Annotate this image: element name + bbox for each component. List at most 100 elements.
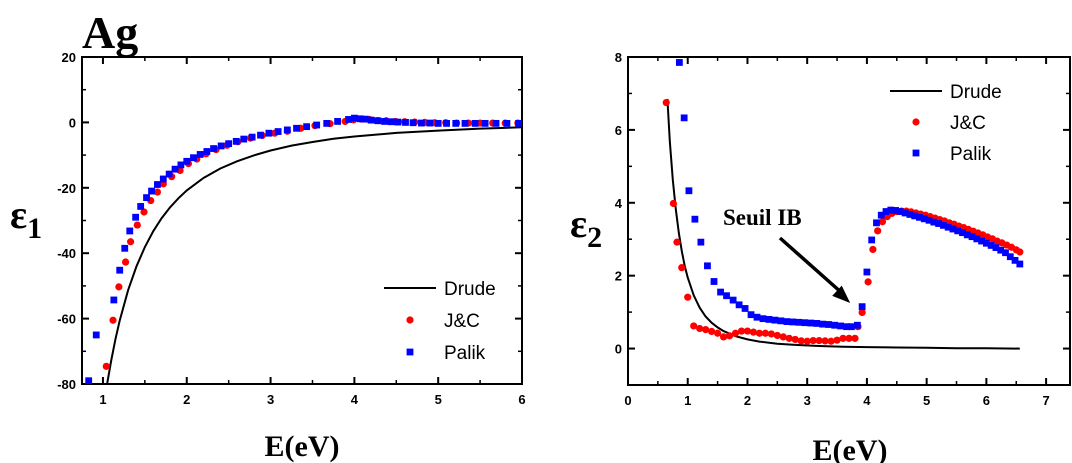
data-point (409, 119, 417, 127)
data-point (978, 237, 985, 245)
data-point (845, 334, 853, 342)
x-tick-label: 3 (804, 393, 811, 408)
data-point (381, 118, 388, 125)
data-point (361, 115, 369, 123)
data-point (887, 206, 895, 214)
data-point (874, 227, 882, 235)
data-point (680, 114, 688, 122)
data-point (115, 283, 123, 291)
data-point (959, 229, 966, 237)
annotation: Seuil IB (723, 205, 851, 303)
data-point (737, 327, 746, 335)
data-point (759, 315, 767, 323)
data-point (471, 119, 479, 127)
data-point (779, 333, 787, 341)
data-point (765, 316, 773, 323)
data-point (825, 321, 833, 328)
data-point (767, 330, 775, 338)
data-point (851, 334, 859, 342)
legend-circle-swatch (912, 118, 920, 126)
data-point (997, 246, 1005, 254)
data-point (858, 308, 866, 317)
data-point (402, 119, 409, 126)
data-point (143, 194, 150, 202)
y-axis-label-symbol: ε (10, 192, 27, 237)
data-point (323, 119, 331, 127)
data-point (345, 116, 352, 123)
data-point (121, 258, 130, 266)
data-point (387, 118, 395, 126)
legend-label: Palik (444, 343, 486, 364)
data-point (434, 119, 442, 127)
data-point (293, 124, 300, 132)
series-drude (106, 126, 522, 384)
data-point (723, 292, 730, 300)
data-point (973, 235, 981, 243)
plot-frame (627, 56, 1071, 386)
x-tick-label: 2 (744, 393, 751, 408)
data-point (873, 219, 880, 227)
data-point (864, 278, 872, 286)
data-point (367, 116, 375, 124)
data-point (925, 216, 933, 224)
data-point (717, 288, 724, 296)
data-point (982, 239, 990, 247)
data-point (196, 151, 204, 158)
x-tick-label: 0 (624, 393, 631, 408)
data-point (868, 236, 876, 244)
data-point (968, 233, 976, 241)
x-tick-label: 2 (183, 392, 190, 407)
annotation-arrow-shaft (778, 236, 846, 297)
data-point (190, 154, 197, 162)
annotation-label: Seuil IB (723, 205, 802, 230)
data-point (853, 321, 861, 329)
data-point (492, 119, 500, 127)
y-tick-label: -20 (57, 181, 76, 196)
drude-line (666, 98, 1020, 350)
data-point (753, 313, 761, 321)
x-tick-label: 6 (518, 392, 525, 407)
data-point (920, 215, 928, 223)
data-point (140, 208, 148, 216)
y-tick-label: 0 (69, 115, 76, 130)
y-axis-label-subscript: 1 (27, 212, 42, 245)
data-point (831, 321, 839, 329)
data-point (916, 213, 923, 221)
data-point (877, 211, 885, 219)
plot-area (662, 59, 1024, 350)
data-point (935, 220, 942, 227)
data-point (795, 318, 803, 326)
data-point (704, 262, 711, 270)
data-point (837, 322, 845, 330)
x-tick-label: 4 (863, 393, 871, 408)
data-point (791, 335, 799, 344)
data-point (882, 208, 890, 215)
data-point (685, 187, 693, 195)
data-point (133, 221, 141, 229)
drude-line (106, 126, 522, 384)
plot-area (85, 114, 522, 384)
data-point (1011, 256, 1019, 264)
data-point (731, 329, 740, 337)
data-point (684, 293, 692, 301)
data-point (708, 327, 716, 336)
series-drude (666, 98, 1020, 350)
data-point (954, 227, 962, 235)
data-point (789, 318, 797, 326)
data-point (159, 175, 167, 183)
data-point (452, 119, 460, 127)
legend-label: Drude (950, 82, 1002, 103)
data-point (869, 245, 877, 254)
data-point (773, 331, 781, 340)
data-point (137, 203, 145, 210)
data-point (987, 242, 995, 249)
x-axis-label: E(eV) (813, 434, 888, 463)
data-point (675, 59, 683, 66)
data-point (148, 187, 155, 195)
data-point (92, 331, 100, 339)
data-point (461, 119, 469, 127)
data-point (906, 211, 914, 218)
data-point (109, 316, 117, 324)
data-point (257, 131, 264, 139)
